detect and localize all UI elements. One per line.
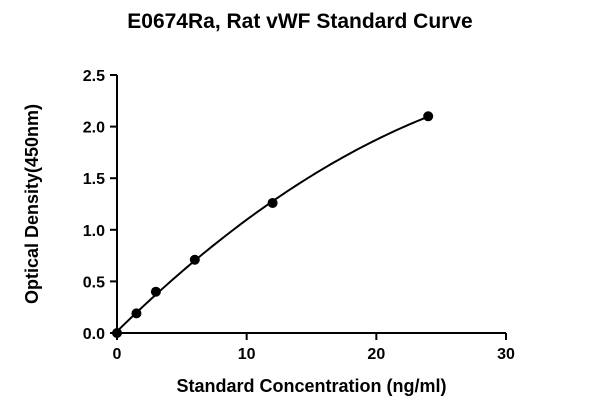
fit-curve xyxy=(116,115,429,333)
y-tick-label: 2.5 xyxy=(83,68,105,85)
data-point xyxy=(189,254,200,265)
data-point xyxy=(267,197,278,208)
data-point xyxy=(131,308,142,319)
chart-title: E0674Ra, Rat vWF Standard Curve xyxy=(127,10,473,33)
y-tick-label: 2.0 xyxy=(83,120,105,137)
x-tick-label: 0 xyxy=(113,346,122,363)
x-tick-label: 10 xyxy=(238,346,256,363)
x-tick-label: 30 xyxy=(497,346,515,363)
y-tick-label: 0.5 xyxy=(83,274,105,291)
axes xyxy=(116,75,506,334)
y-axis-ticks: 0.0 0.5 1.0 1.5 2.0 2.5 xyxy=(83,68,117,343)
y-tick-label: 1.0 xyxy=(83,223,105,240)
data-point xyxy=(423,111,434,122)
y-tick-label: 0.0 xyxy=(83,326,105,343)
x-tick-label: 20 xyxy=(367,346,385,363)
x-axis-ticks: 0 10 20 30 xyxy=(113,333,515,363)
y-tick-label: 1.5 xyxy=(83,171,105,188)
data-point xyxy=(150,286,161,297)
y-axis-title: Optical Density(450nm) xyxy=(22,104,42,304)
data-point xyxy=(112,328,122,338)
x-axis-title: Standard Concentration (ng/ml) xyxy=(177,376,447,396)
data-points xyxy=(112,111,434,338)
